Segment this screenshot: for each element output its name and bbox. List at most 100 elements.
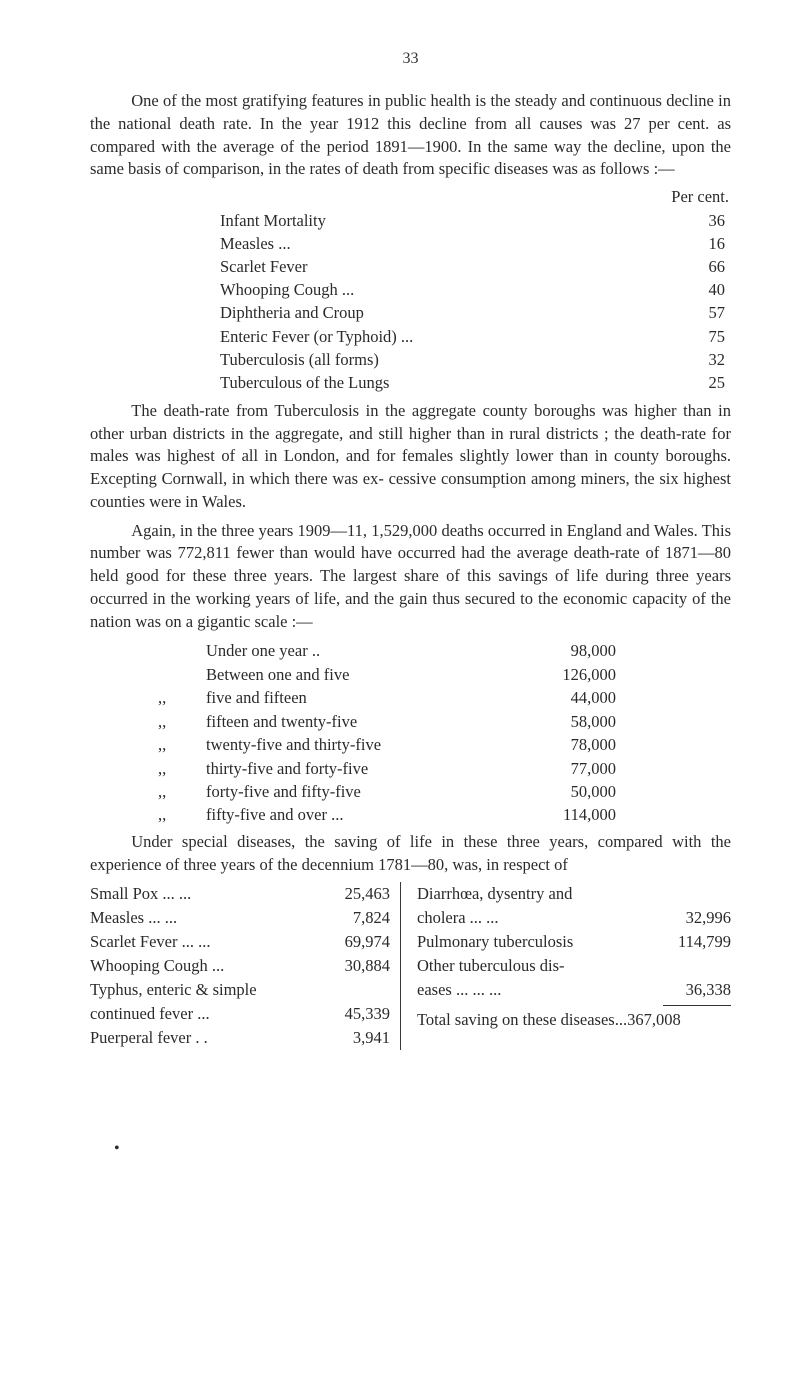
disease-value xyxy=(312,978,390,1002)
stat-value: 75 xyxy=(645,325,731,348)
table-row: ,, five and fifteen 44,000 xyxy=(90,686,731,709)
page: 33 One of the most gratifying features i… xyxy=(0,0,801,1218)
disease-value: 30,884 xyxy=(312,954,390,978)
disease-label: Whooping Cough ... xyxy=(90,954,312,978)
stat-value: 16 xyxy=(645,232,731,255)
table-row: ,, twenty-five and thirty-five 78,000 xyxy=(90,733,731,756)
horizontal-rule xyxy=(663,1005,731,1006)
disease-label: Pulmonary tuberculosis xyxy=(417,930,655,954)
two-column-table: Small Pox ... ... 25,463 Measles ... ...… xyxy=(90,882,731,1049)
table-row: Small Pox ... ... 25,463 xyxy=(90,882,390,906)
page-number: 33 xyxy=(90,50,731,68)
year-label: five and fifteen xyxy=(206,686,506,709)
right-column: Diarrhœa, dysentry and cholera ... ... 3… xyxy=(415,882,731,1049)
table-row: Measles ... ... 7,824 xyxy=(90,906,390,930)
year-label: Under one year .. xyxy=(206,639,506,662)
ditto-prefix xyxy=(158,663,206,686)
stat-label: Infant Mortality xyxy=(220,209,515,232)
table-row: Scarlet Fever 66 xyxy=(90,255,731,278)
disease-label: Typhus, enteric & simple xyxy=(90,978,312,1002)
table-row: Puerperal fever . . 3,941 xyxy=(90,1026,390,1050)
year-value: 50,000 xyxy=(506,780,616,803)
table-row: ,, fifty-five and over ... 114,000 xyxy=(90,803,731,826)
table-row: Pulmonary tuberculosis 114,799 xyxy=(417,930,731,954)
table-row: ,, forty-five and fifty-five 50,000 xyxy=(90,780,731,803)
year-value: 44,000 xyxy=(506,686,616,709)
stat-label: Scarlet Fever xyxy=(220,255,515,278)
disease-label: cholera ... ... xyxy=(417,906,655,930)
paragraph-1: One of the most gratifying features in p… xyxy=(90,90,731,181)
disease-value: 32,996 xyxy=(655,906,731,930)
ditto-prefix: ,, xyxy=(158,780,206,803)
stat-label: Measles ... xyxy=(220,232,515,255)
stat-value: 40 xyxy=(645,278,731,301)
percent-header: Per cent. xyxy=(90,187,731,207)
left-column: Small Pox ... ... 25,463 Measles ... ...… xyxy=(90,882,401,1049)
paragraph-3: Again, in the three years 1909—11, 1,529… xyxy=(90,520,731,634)
stat-label: Diphtheria and Croup xyxy=(220,301,515,324)
disease-value xyxy=(655,882,731,906)
year-value: 78,000 xyxy=(506,733,616,756)
stat-value: 25 xyxy=(645,371,731,394)
disease-label: Diarrhœa, dysentry and xyxy=(417,882,655,906)
ditto-prefix: ,, xyxy=(158,733,206,756)
table-row: Scarlet Fever ... ... 69,974 xyxy=(90,930,390,954)
ditto-prefix: ,, xyxy=(158,757,206,780)
years-table: Under one year .. 98,000 Between one and… xyxy=(90,639,731,826)
table-row: Measles ... 16 xyxy=(90,232,731,255)
table-row: Enteric Fever (or Typhoid) ... 75 xyxy=(90,325,731,348)
paragraph-4: Under special diseases, the saving of li… xyxy=(90,831,731,877)
disease-value: 25,463 xyxy=(312,882,390,906)
table-row: ,, fifteen and twenty-five 58,000 xyxy=(90,710,731,733)
year-value: 58,000 xyxy=(506,710,616,733)
disease-value: 114,799 xyxy=(655,930,731,954)
year-label: fifty-five and over ... xyxy=(206,803,506,826)
disease-label: continued fever ... xyxy=(90,1002,312,1026)
table-row: cholera ... ... 32,996 xyxy=(417,906,731,930)
stat-value: 36 xyxy=(645,209,731,232)
stat-label: Tuberculous of the Lungs xyxy=(220,371,515,394)
footer-dot: • xyxy=(114,1140,731,1158)
ditto-prefix xyxy=(158,639,206,662)
disease-label: Measles ... ... xyxy=(90,906,312,930)
ditto-prefix: ,, xyxy=(158,803,206,826)
disease-value: 7,824 xyxy=(312,906,390,930)
table-row: Other tuberculous dis- xyxy=(417,954,731,978)
year-label: thirty-five and forty-five xyxy=(206,757,506,780)
table-row: Whooping Cough ... 40 xyxy=(90,278,731,301)
disease-value: 69,974 xyxy=(312,930,390,954)
table-row: Between one and five 126,000 xyxy=(90,663,731,686)
table-row: Diarrhœa, dysentry and xyxy=(417,882,731,906)
year-value: 77,000 xyxy=(506,757,616,780)
ditto-prefix: ,, xyxy=(158,686,206,709)
disease-value: 3,941 xyxy=(312,1026,390,1050)
year-value: 126,000 xyxy=(506,663,616,686)
stat-label: Enteric Fever (or Typhoid) ... xyxy=(220,325,515,348)
year-value: 98,000 xyxy=(506,639,616,662)
table-row: Typhus, enteric & simple xyxy=(90,978,390,1002)
stat-value: 57 xyxy=(645,301,731,324)
table-row: continued fever ... 45,339 xyxy=(90,1002,390,1026)
paragraph-2: The death-rate from Tuberculosis in the … xyxy=(90,400,731,514)
table-row: Whooping Cough ... 30,884 xyxy=(90,954,390,978)
table-row: ,, thirty-five and forty-five 77,000 xyxy=(90,757,731,780)
year-label: fifteen and twenty-five xyxy=(206,710,506,733)
year-label: twenty-five and thirty-five xyxy=(206,733,506,756)
table-row: Under one year .. 98,000 xyxy=(90,639,731,662)
disease-label: Small Pox ... ... xyxy=(90,882,312,906)
disease-label: Scarlet Fever ... ... xyxy=(90,930,312,954)
disease-value: 45,339 xyxy=(312,1002,390,1026)
disease-label: Puerperal fever . . xyxy=(90,1026,312,1050)
table-row: Tuberculous of the Lungs 25 xyxy=(90,371,731,394)
total-line: Total saving on these diseases...367,008 xyxy=(417,1008,731,1032)
stat-value: 32 xyxy=(645,348,731,371)
disease-value: 36,338 xyxy=(655,978,731,1002)
ditto-prefix: ,, xyxy=(158,710,206,733)
year-label: Between one and five xyxy=(206,663,506,686)
year-label: forty-five and fifty-five xyxy=(206,780,506,803)
stat-label: Whooping Cough ... xyxy=(220,278,515,301)
stat-label: Tuberculosis (all forms) xyxy=(220,348,515,371)
disease-value xyxy=(655,954,731,978)
table-row: Diphtheria and Croup 57 xyxy=(90,301,731,324)
stat-value: 66 xyxy=(645,255,731,278)
